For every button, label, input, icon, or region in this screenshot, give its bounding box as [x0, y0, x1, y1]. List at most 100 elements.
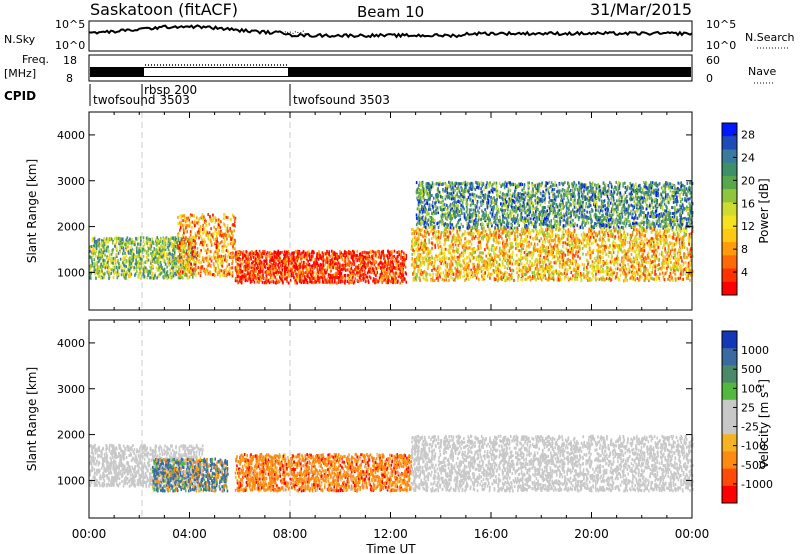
power-cell: [269, 273, 272, 277]
power-cell: [547, 235, 549, 239]
power-cell: [217, 242, 219, 246]
power-cell: [373, 260, 375, 264]
power-cell: [234, 276, 237, 280]
power-cell: [619, 235, 621, 239]
power-cell: [159, 260, 162, 264]
power-cell: [152, 240, 154, 244]
power-cell: [543, 260, 546, 264]
power-cell: [152, 276, 155, 280]
power-cell: [141, 266, 143, 270]
power-cell: [191, 241, 193, 245]
power-cell: [128, 265, 131, 269]
power-cell: [374, 260, 377, 264]
power-cell: [328, 280, 331, 284]
power-cell: [297, 252, 299, 256]
power-cell: [116, 260, 119, 264]
power-cell: [356, 278, 358, 282]
power-cell: [291, 263, 294, 267]
power-cell: [159, 255, 162, 259]
power-cell: [183, 263, 186, 267]
power-cell: [116, 254, 118, 258]
power-cell: [166, 237, 169, 241]
power-cell: [248, 257, 251, 261]
power-cell: [262, 275, 264, 279]
power-cell: [129, 256, 131, 260]
power-cell: [362, 255, 365, 259]
power-cell: [160, 263, 162, 267]
power-cell: [177, 233, 179, 237]
power-cell: [177, 215, 179, 219]
power-cell: [392, 256, 395, 260]
power-cell: [639, 275, 641, 279]
power-cell: [263, 281, 266, 285]
power-cell: [260, 278, 262, 282]
power-cell: [115, 270, 117, 274]
power-cell: [300, 254, 302, 258]
power-cell: [200, 249, 202, 253]
power-cell: [366, 251, 368, 255]
power-cell: [250, 253, 253, 257]
power-cell: [300, 265, 303, 269]
power-cell: [194, 236, 196, 240]
power-cell: [267, 279, 270, 283]
power-cell: [160, 251, 163, 255]
power-cell: [191, 226, 193, 230]
power-cell: [184, 246, 187, 250]
power-cell: [401, 250, 403, 254]
power-cell: [150, 267, 153, 271]
power-cell: [265, 281, 268, 285]
power-cell: [163, 237, 165, 241]
power-cell: [216, 255, 219, 259]
power-cell: [122, 257, 124, 261]
power-cell: [401, 269, 404, 273]
power-cell: [160, 271, 163, 275]
power-cell: [126, 259, 129, 263]
power-cell: [411, 232, 413, 236]
power-cell: [554, 244, 556, 248]
power-cell: [294, 281, 297, 285]
power-cell: [539, 276, 542, 280]
power-cell: [203, 267, 206, 271]
power-cell: [125, 240, 128, 244]
power-cell: [173, 254, 176, 258]
power-cell: [273, 255, 276, 259]
power-cell: [174, 248, 177, 252]
power-cell: [123, 271, 125, 275]
power-cell: [217, 266, 220, 270]
power-cell: [101, 264, 104, 268]
power-cell: [139, 269, 142, 273]
power-cell: [225, 267, 228, 271]
power-cell: [100, 262, 102, 266]
power-cell: [599, 235, 602, 239]
power-cell: [170, 258, 173, 262]
power-cell: [194, 245, 196, 249]
power-cell: [338, 262, 341, 266]
power-cell: [258, 255, 260, 259]
power-cell: [193, 241, 196, 245]
power-cell: [562, 251, 565, 255]
power-cell: [104, 253, 106, 257]
freq-tick-bottom: 8: [66, 72, 73, 85]
power-cell: [182, 214, 185, 218]
power-cell: [127, 245, 130, 249]
power-cell: [680, 255, 682, 259]
power-cell: [162, 250, 164, 254]
power-cell: [175, 262, 178, 266]
power-cell: [175, 273, 177, 277]
power-cell: [184, 272, 187, 276]
power-cell: [442, 255, 444, 259]
power-cell: [347, 249, 350, 253]
power-cell: [363, 250, 366, 254]
power-cell: [190, 239, 193, 243]
power-cell: [195, 260, 197, 264]
power-cell: [225, 258, 228, 262]
power-cell: [166, 252, 168, 256]
power-cell: [341, 280, 344, 284]
power-cell: [272, 277, 274, 281]
power-cell: [353, 262, 356, 266]
power-cell: [683, 231, 686, 235]
power-cell: [356, 249, 359, 253]
power-cell: [644, 274, 646, 278]
power-cell: [529, 253, 531, 257]
power-cell: [158, 246, 160, 250]
